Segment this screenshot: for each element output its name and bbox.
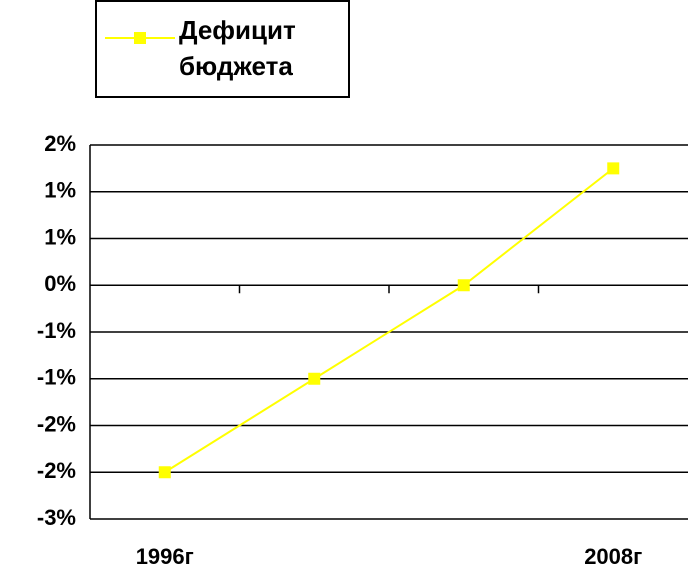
point-marker (308, 372, 321, 385)
legend-label: Дефицит бюджета (179, 15, 296, 81)
series-line (164, 167, 614, 474)
point-marker (457, 279, 470, 292)
x-tick-label: 2008г (584, 544, 642, 569)
y-tick-label: -1% (37, 318, 76, 343)
legend-swatch (105, 32, 175, 44)
point-marker (607, 162, 620, 175)
y-tick-label: 0% (44, 271, 76, 296)
y-tick-label: 2% (44, 131, 76, 156)
x-tick-label: 1996г (136, 544, 194, 569)
legend-marker (134, 32, 146, 44)
y-tick-label: -2% (37, 411, 76, 436)
point-marker (158, 466, 171, 479)
y-tick-label: -3% (37, 505, 76, 530)
y-tick-label: 1% (44, 224, 76, 249)
y-tick-label: -1% (37, 365, 76, 390)
y-tick-label: 1% (44, 178, 76, 203)
y-tick-label: -2% (37, 458, 76, 483)
legend: Дефицит бюджета (95, 0, 350, 98)
